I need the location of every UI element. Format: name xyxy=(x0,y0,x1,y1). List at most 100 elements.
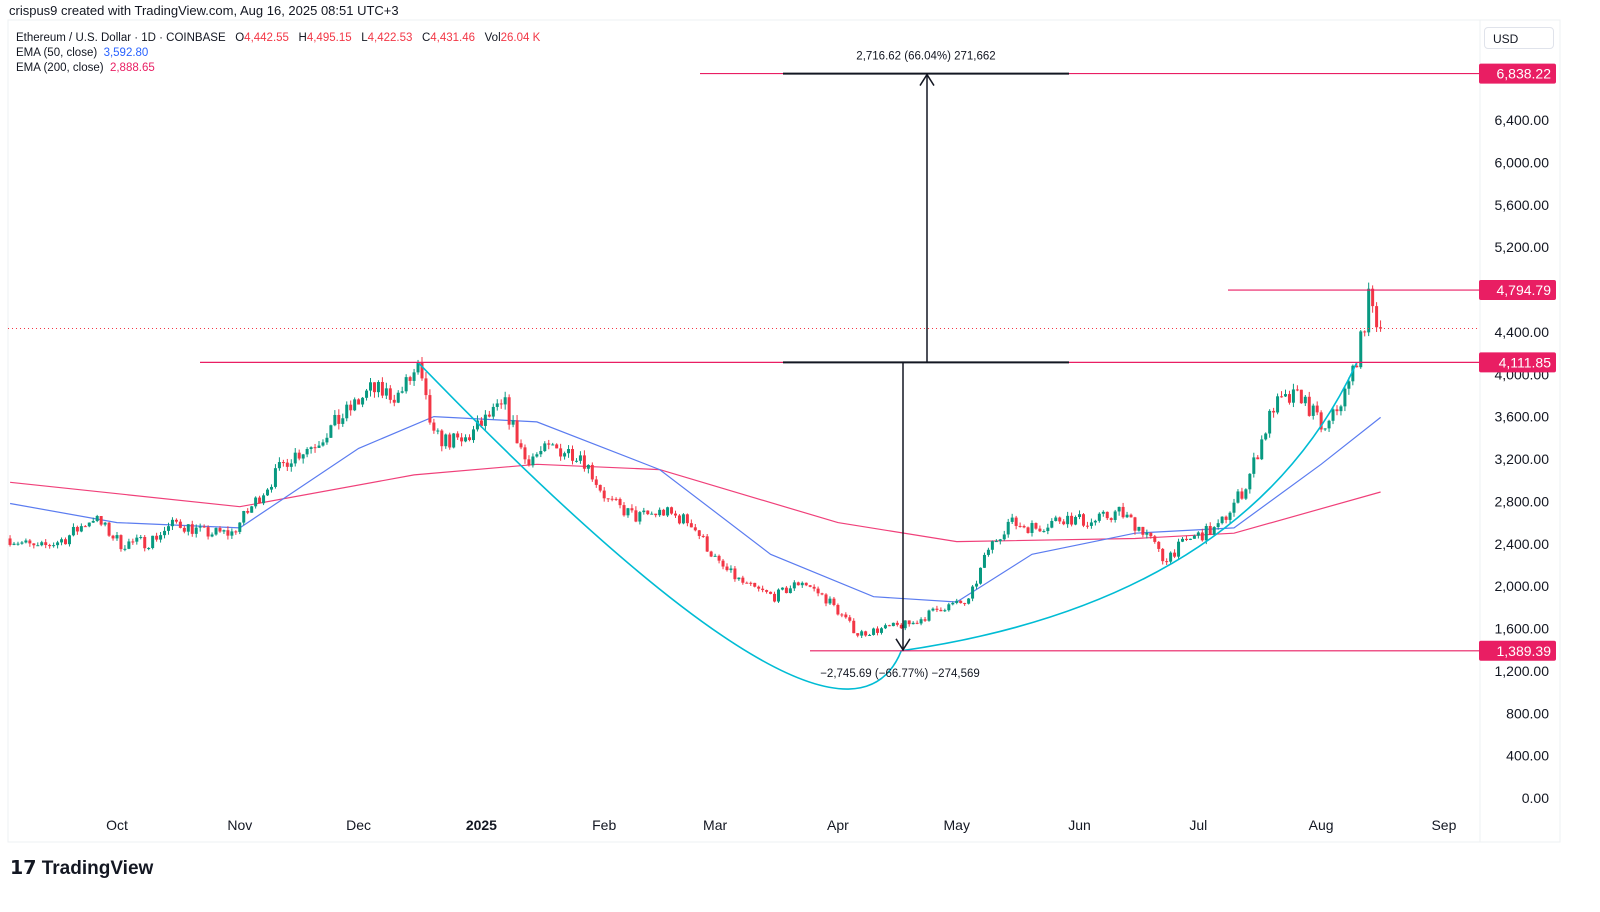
candle xyxy=(1153,534,1157,544)
candle-body xyxy=(1351,365,1355,382)
candle xyxy=(111,534,115,541)
candle-body xyxy=(468,437,472,441)
y-tick-label: 2,800.00 xyxy=(1495,493,1550,509)
candle xyxy=(95,514,99,523)
candle xyxy=(1165,558,1169,565)
candle xyxy=(606,498,610,503)
candle-body xyxy=(543,443,547,451)
candle-body xyxy=(1054,517,1058,521)
candle-body xyxy=(713,555,717,557)
candle-body xyxy=(1105,511,1109,519)
symbol[interactable]: Ethereum / U.S. Dollar · 1D · COINBASE xyxy=(16,32,226,44)
candle xyxy=(1331,406,1335,425)
candle-body xyxy=(951,602,955,605)
candle xyxy=(868,633,872,636)
x-tick-label: Aug xyxy=(1309,817,1334,833)
candle xyxy=(206,525,210,540)
candle-body xyxy=(590,464,594,480)
candle-body xyxy=(412,372,416,381)
candle-body xyxy=(119,535,123,550)
candle-body xyxy=(495,403,499,407)
candle-body xyxy=(317,445,321,448)
candle xyxy=(693,523,697,532)
candle xyxy=(151,535,155,550)
candle xyxy=(876,626,880,636)
candle-body xyxy=(277,462,281,469)
candle xyxy=(1042,529,1046,533)
candle xyxy=(1260,435,1264,461)
candle xyxy=(638,511,642,525)
ema50-row[interactable]: EMA (50, close) 3,592.80 xyxy=(16,46,540,61)
candle xyxy=(955,598,959,605)
candle-body xyxy=(709,551,713,557)
candle xyxy=(127,538,131,550)
candle-body xyxy=(170,519,174,527)
x-tick-label: Feb xyxy=(592,817,616,833)
candle-body xyxy=(1367,288,1371,333)
candle xyxy=(891,622,895,627)
candle xyxy=(1319,410,1323,433)
x-tick-label: Jul xyxy=(1189,817,1207,833)
open-value: 4,442.55 xyxy=(244,32,289,44)
candle-body xyxy=(555,444,559,449)
candle-body xyxy=(1129,514,1133,518)
candle xyxy=(230,528,234,539)
currency-button[interactable]: USD xyxy=(1484,27,1554,49)
candle xyxy=(285,458,289,472)
candle xyxy=(143,535,147,552)
candle-body xyxy=(955,600,959,603)
candle xyxy=(507,394,511,430)
candle xyxy=(709,550,713,558)
candle xyxy=(681,513,685,525)
y-tick-label: 800.00 xyxy=(1506,705,1549,721)
candle xyxy=(872,627,876,636)
candle xyxy=(448,432,452,450)
tradingview-logo: 𝟭𝟳 TradingView xyxy=(10,858,154,879)
symbol-row: Ethereum / U.S. Dollar · 1D · COINBASE O… xyxy=(16,31,540,46)
candle-body xyxy=(1256,457,1260,460)
candle-body xyxy=(1276,396,1280,413)
candle xyxy=(1375,302,1379,333)
candle-body xyxy=(1347,381,1351,389)
candle-body xyxy=(539,450,543,455)
x-tick-label: 2025 xyxy=(466,817,497,833)
candle-body xyxy=(1248,473,1252,490)
candle xyxy=(234,530,238,535)
candle-body xyxy=(1101,511,1105,514)
candle xyxy=(899,623,903,630)
candle xyxy=(646,510,650,516)
candle xyxy=(8,535,12,547)
candle xyxy=(190,520,194,537)
candle xyxy=(1002,530,1006,541)
candle-body xyxy=(519,443,523,448)
candle xyxy=(266,488,270,496)
ema200-label: EMA (200, close) xyxy=(16,62,104,74)
candle xyxy=(1157,541,1161,552)
candle-body xyxy=(131,541,135,543)
candle-body xyxy=(876,628,880,633)
candle xyxy=(820,592,824,596)
candle xyxy=(222,529,226,534)
candle xyxy=(784,586,788,594)
candle xyxy=(773,591,777,603)
candle xyxy=(598,484,602,493)
candle xyxy=(67,534,71,547)
candle-body xyxy=(127,541,131,549)
y-tick-label: 2,400.00 xyxy=(1495,536,1550,552)
ema200-row[interactable]: EMA (200, close) 2,888.65 xyxy=(16,61,540,76)
candle xyxy=(1268,409,1272,438)
candle-body xyxy=(848,617,852,621)
candle-body xyxy=(8,538,12,545)
candle xyxy=(1367,282,1371,337)
candle-body xyxy=(242,511,246,523)
candle xyxy=(301,453,305,464)
candle xyxy=(166,522,170,535)
candle-body xyxy=(460,437,464,442)
candle xyxy=(765,589,769,594)
candle xyxy=(147,547,151,551)
candle xyxy=(1062,519,1066,526)
candle-body xyxy=(1299,389,1303,404)
y-tick-label: 6,400.00 xyxy=(1495,112,1550,128)
